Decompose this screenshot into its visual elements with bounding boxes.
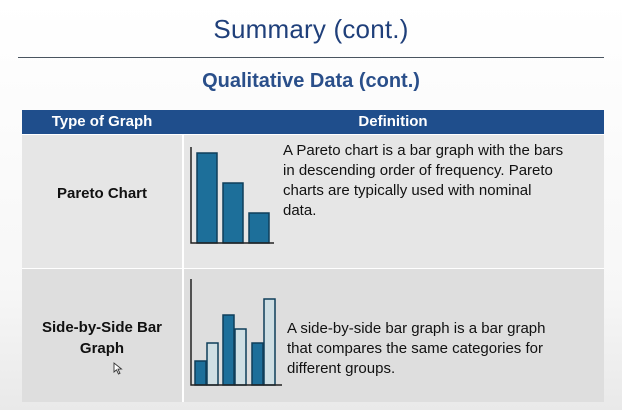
pareto-bar-chart-icon [190,147,274,244]
definition-pareto-line-4: data. [283,202,317,219]
definition-side-by-side-line-2: that compares the same categories for [287,340,543,357]
slide-title: Summary (cont.) [213,14,409,44]
term-side-by-side-bar-graph: Side-by-Side Bar Graph [22,317,182,359]
definition-pareto-line-2: in descending order of frequency. Pareto [283,162,553,179]
definition-side-by-side: A side-by-side bar graph is a bar graph … [287,319,545,379]
definition-pareto: A Pareto chart is a bar graph with the b… [283,141,563,221]
definition-pareto-line-3: charts are typically used with nominal [283,182,532,199]
header-definition: Definition [358,113,428,130]
definition-table: Type of Graph Definition Pareto Chart A … [22,110,604,402]
table-header: Type of Graph Definition [22,110,604,134]
term-pareto-chart: Pareto Chart [56,185,148,202]
table-row-pareto: Pareto Chart A Pareto chart is a bar gra… [22,134,604,268]
definition-side-by-side-line-3: different groups. [287,360,396,377]
column-separator [182,135,184,268]
mouse-cursor-icon [113,362,123,375]
column-separator [182,269,184,402]
section-title: Qualitative Data (cont.) [202,70,420,92]
side-by-side-bar-chart-icon [190,279,282,386]
table-row-side-by-side: Side-by-Side Bar Graph A side-by-side ba… [22,268,604,402]
term-side-by-side-line-2: Graph [79,340,125,357]
definition-side-by-side-line-1: A side-by-side bar graph is a bar graph [287,320,546,337]
term-side-by-side-line-1: Side-by-Side Bar [41,319,163,336]
definition-pareto-line-1: A Pareto chart is a bar graph with the b… [283,142,564,159]
title-divider [18,57,604,58]
header-type-of-graph: Type of Graph [51,113,153,130]
